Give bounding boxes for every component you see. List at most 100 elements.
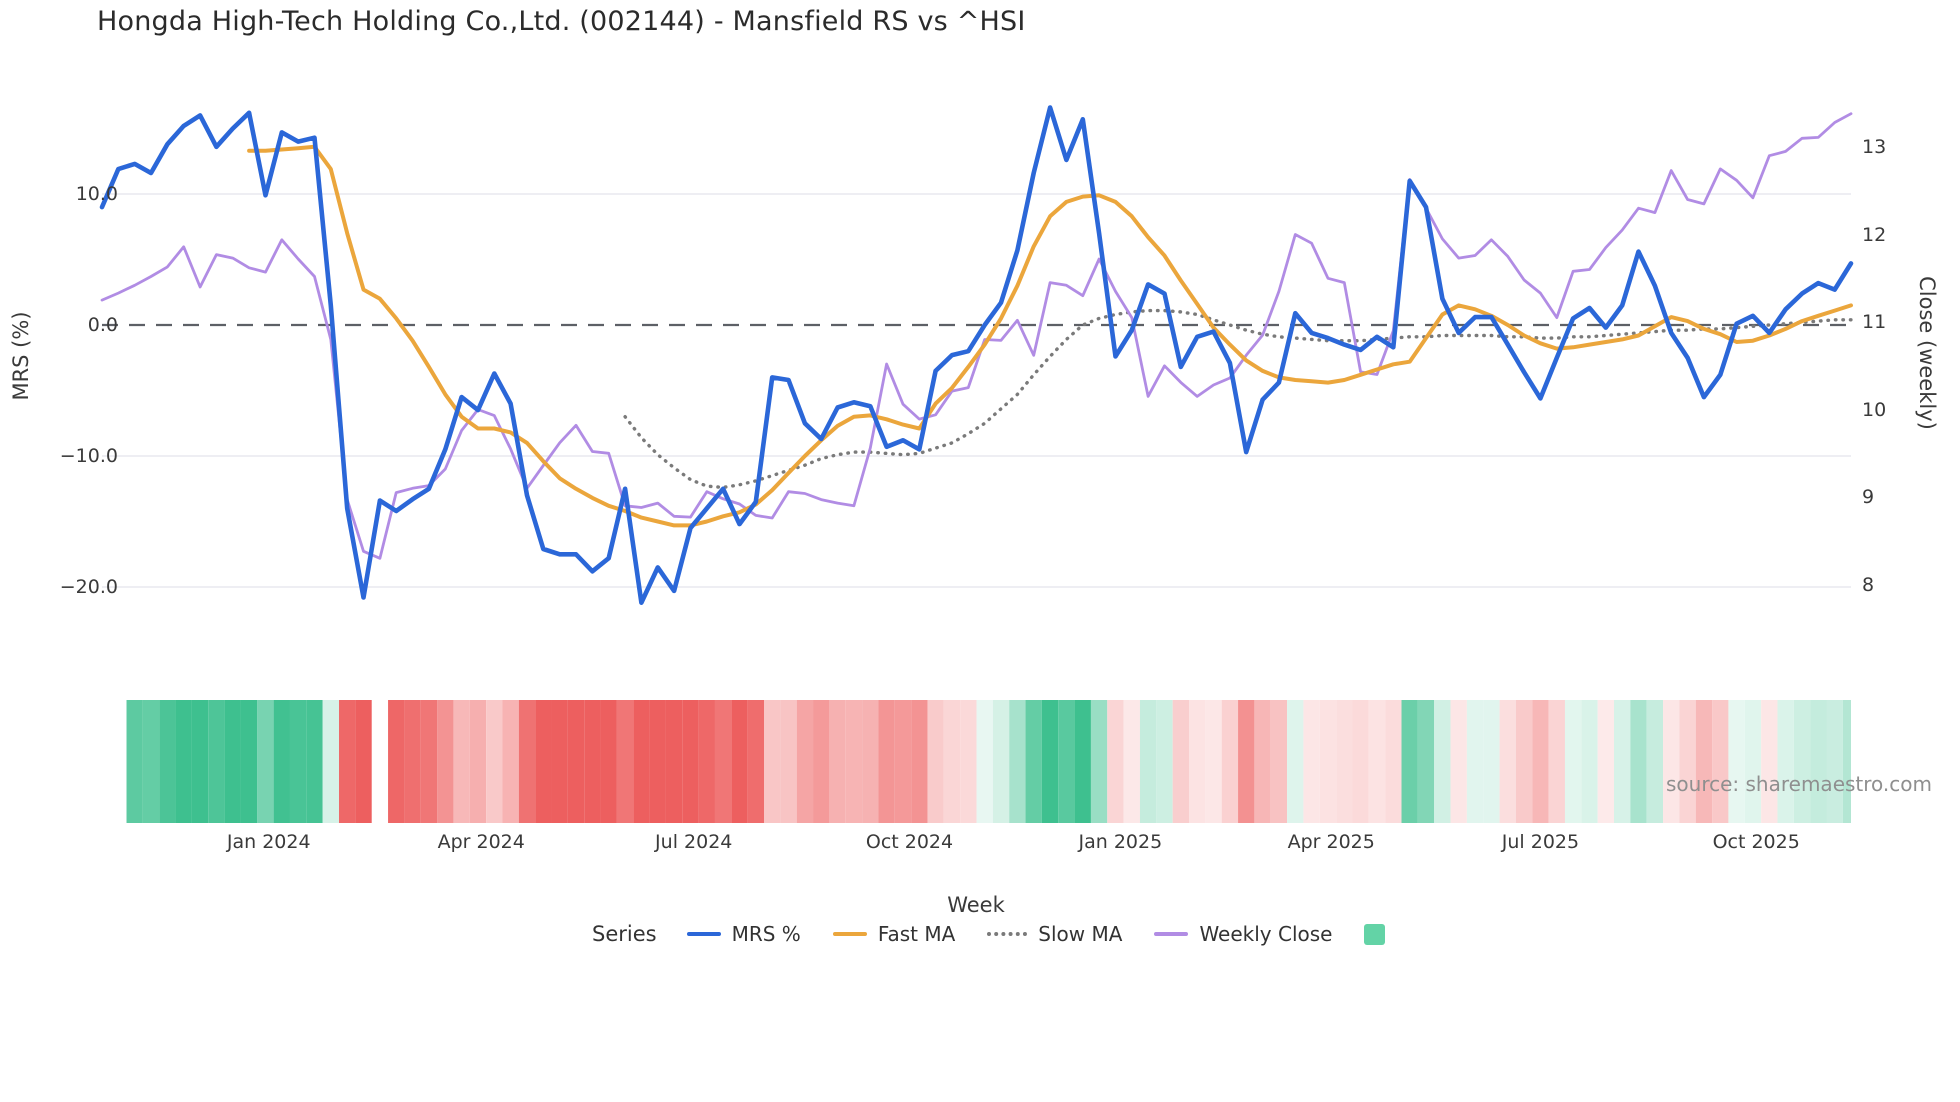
heatmap-cell: [1744, 700, 1762, 823]
heatmap-cell: [1466, 700, 1484, 823]
heatmap-cell: [1434, 700, 1451, 823]
heatmap-cell: [796, 700, 814, 823]
heatmap-cell: [1679, 700, 1696, 823]
legend-item-label: Weekly Close: [1199, 922, 1333, 946]
heatmap-cell: [731, 700, 748, 823]
heatmap-cell: [878, 700, 895, 823]
heatmap-cell: [829, 700, 846, 823]
heatmap-cell: [502, 700, 519, 823]
heatmap-cell: [600, 700, 617, 823]
y-tick-left: 10.0: [75, 183, 118, 205]
heatmap-cell: [1401, 700, 1418, 823]
heatmap-cell: [1761, 700, 1778, 823]
heatmap-cell: [175, 700, 192, 823]
y-tick-right: 8: [1862, 573, 1875, 596]
heatmap-cell: [1564, 700, 1582, 823]
heatmap-cell: [665, 700, 683, 823]
heatmap-cell: [1515, 700, 1533, 823]
heatmap-cell: [682, 700, 699, 823]
legend-item-slow-ma[interactable]: Slow MA: [987, 922, 1122, 946]
heatmap-cell: [584, 700, 601, 823]
heatmap-cell: [1352, 700, 1369, 823]
legend-item-weekly-close[interactable]: Weekly Close: [1154, 922, 1332, 946]
legend-series-label: Series: [592, 922, 657, 946]
y-tick-right: 13: [1862, 136, 1887, 158]
heatmap-cell: [1663, 700, 1680, 823]
heatmap-cell: [306, 700, 323, 823]
heatmap-cell: [943, 700, 961, 823]
heatmap-cell: [339, 700, 356, 823]
x-tick-month: Jan 2024: [226, 831, 311, 853]
heatmap-cell: [551, 700, 568, 823]
heatmap-cell: [567, 700, 585, 823]
x-tick-month: Oct 2025: [1712, 831, 1800, 853]
heatmap-cell: [1189, 700, 1206, 823]
x-tick-month: Jul 2025: [1501, 831, 1580, 853]
heatmap-cell: [747, 700, 765, 823]
x-tick-month: Jul 2024: [655, 831, 733, 853]
heatmap-cell: [469, 700, 487, 823]
weekly-close-line: [100, 112, 1853, 560]
heatmap-cell: [1270, 700, 1288, 823]
legend-items: MRS % Fast MA Slow MA Weekly Close: [686, 922, 1418, 946]
mrs-line: [99, 105, 1854, 605]
y-tick-left: 0.0: [87, 314, 118, 336]
x-tick-month: Jan 2025: [1078, 831, 1163, 853]
legend-item-mrs-[interactable]: MRS %: [686, 922, 801, 946]
y-tick-right: 9: [1862, 486, 1875, 508]
heatmap-cell: [1319, 700, 1337, 823]
heatmap-cell: [1695, 700, 1713, 823]
legend-line-swatch: [832, 932, 867, 936]
heatmap-cell: [1172, 700, 1190, 823]
heatmap-cell: [1385, 700, 1402, 823]
heatmap-cell: [1793, 700, 1811, 823]
y-tick-left: −10.0: [59, 445, 118, 467]
heatmap-cell: [1025, 700, 1042, 823]
legend-item-fast-ma[interactable]: Fast MA: [832, 922, 956, 946]
heatmap-cell: [486, 700, 503, 823]
heatmap-cell: [1810, 700, 1827, 823]
legend-line-swatch: [1154, 932, 1189, 936]
heatmap-cell: [273, 700, 290, 823]
heatmap-cell: [437, 700, 454, 823]
heatmap-cell: [1336, 700, 1353, 823]
x-axis-title: Week: [947, 893, 1005, 917]
heatmap-cell: [992, 700, 1010, 823]
heatmap-cell: [1303, 700, 1320, 823]
heatmap-cell: [1074, 700, 1091, 823]
heatmap-cell: [420, 700, 438, 823]
heatmap-cell: [1417, 700, 1435, 823]
heatmap-cell: [960, 700, 977, 823]
heatmap-cell: [894, 700, 912, 823]
source-watermark: source: sharemaestro.com: [1666, 772, 1932, 796]
heatmap-cell: [1238, 700, 1255, 823]
heatmap-cell: [1630, 700, 1647, 823]
heatmap-cell: [1156, 700, 1173, 823]
heatmap-cell: [453, 700, 470, 823]
heatmap-cell: [813, 700, 830, 823]
heatmap-cell: [1139, 700, 1157, 823]
y-tick-right: 11: [1862, 311, 1887, 333]
heatmap-cell: [1597, 700, 1615, 823]
heatmap-cell: [1205, 700, 1222, 823]
heatmap-cell: [1123, 700, 1140, 823]
legend-item-label: Fast MA: [877, 922, 956, 946]
heatmap-cell: [1581, 700, 1598, 823]
heatmap-cell: [240, 700, 258, 823]
heatmap-cell: [1287, 700, 1304, 823]
legend-item-heatmap[interactable]: [1364, 923, 1386, 945]
heatmap-cell: [714, 700, 732, 823]
heatmap-cell: [257, 700, 274, 823]
heatmap-cell: [649, 700, 666, 823]
heatmap-cell: [633, 700, 650, 823]
heatmap-cell: [1221, 700, 1239, 823]
heatmap-cell: [1483, 700, 1500, 823]
heatmap-cell: [1058, 700, 1075, 823]
heatmap-cell: [698, 700, 715, 823]
legend-item-label: MRS %: [731, 922, 801, 946]
heatmap-cell: [845, 700, 863, 823]
heatmap-cell: [1041, 700, 1059, 823]
heatmap-cell: [1646, 700, 1664, 823]
